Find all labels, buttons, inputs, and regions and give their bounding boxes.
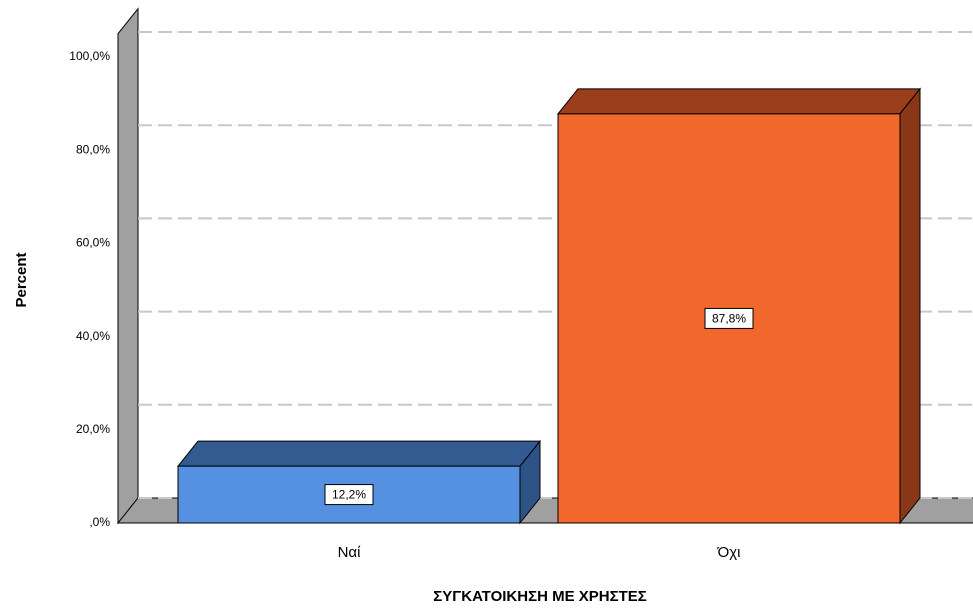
y-tick-label: 60,0% [76, 236, 110, 250]
x-tick-label: Όχι [717, 544, 741, 561]
y-tick-label: ,0% [89, 515, 110, 529]
data-label-box [704, 307, 754, 329]
bar-top [176, 440, 542, 467]
x-tick-label: Ναί [338, 544, 362, 561]
y-axis-title: Percent [13, 252, 30, 307]
y-tick-label: 40,0% [76, 329, 110, 343]
x-axis-title: ΣΥΓΚΑΤΟΙΚΗΣΗ ΜΕ ΧΡΗΣΤΕΣ [433, 588, 647, 605]
y-tick-label: 20,0% [76, 422, 110, 436]
data-label-box [324, 484, 374, 506]
y-tick-label: 80,0% [76, 142, 110, 156]
data-label: 12,2% [332, 488, 366, 502]
bar-top [556, 88, 922, 115]
data-label: 87,8% [712, 312, 746, 326]
bar-side [899, 87, 921, 525]
left-wall [117, 7, 139, 525]
y-tick-label: 100,0% [69, 49, 110, 63]
